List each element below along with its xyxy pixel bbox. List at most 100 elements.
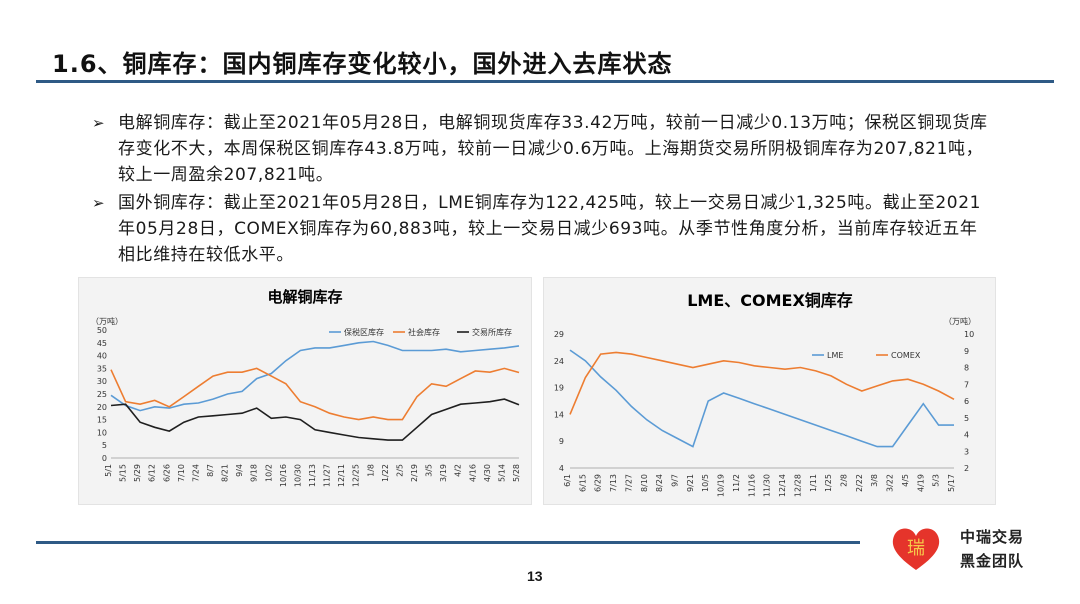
y-right-tick-label: 5 [964,414,969,423]
y-right-tick-label: 8 [964,364,969,373]
bullet-foreign-stock: ➢ 国外铜库存：截止至2021年05月28日，LME铜库存为122,425吨，较… [92,190,992,268]
x-tick-label: 5/14 [497,464,506,482]
y-tick-label: 40 [97,352,107,361]
lme-comex-chart-svg: LME、COMEX铜库存 （万吨） 4 9 14 19 24 29 2 3 4 5 6 7 8 9 10 6/1 6… [554,291,976,497]
y-tick-label: 25 [97,390,107,399]
y-right-tick-label: 6 [964,397,969,406]
x-tick-label: 9/21 [686,474,695,492]
x-tick-label: 6/15 [578,474,587,492]
x-tick-label: 6/29 [594,474,603,492]
y-left-tick-label: 24 [554,357,564,366]
x-tick-label: 2/19 [410,464,419,482]
x-tick-label: 12/11 [337,464,346,487]
series-line-1 [110,340,520,412]
footer-divider [36,541,860,544]
x-tick-label: 12/28 [793,474,802,497]
unit-label: （万吨） [91,316,123,326]
x-tick-label: 9/7 [671,474,680,487]
y-tick-label: 10 [97,428,107,437]
bullet-domestic-stock: ➢ 电解铜库存：截止至2021年05月28日，电解铜现货库存33.42万吨，较前… [92,110,992,188]
y-tick-label: 20 [97,403,107,412]
legend-label: 社会库存 [408,327,440,337]
x-tick-label: 10/16 [279,464,288,487]
chart-lme-comex: LME、COMEX铜库存 （万吨） 4 9 14 19 24 29 2 3 4 5 6 7 8 9 10 6/1 6… [543,277,996,505]
x-tick-label: 3/8 [870,474,879,487]
x-tick-label: 1/22 [381,464,390,482]
x-tick-label: 5/17 [947,474,956,492]
y-right-tick-label: 3 [964,447,969,456]
x-tick-label: 1/11 [809,474,818,492]
x-tick-label: 4/16 [468,464,477,482]
series-line-3 [110,398,520,441]
x-tick-label: 4/19 [916,474,925,492]
x-tick-label: 4/30 [483,464,492,482]
x-tick-label: 2/5 [395,464,404,477]
y-left-tick-label: 29 [554,330,564,339]
x-tick-label: 9/18 [250,464,259,482]
bullet-text: 国外铜库存：截止至2021年05月28日，LME铜库存为122,425吨，较上一… [118,193,982,265]
bullet-list: ➢ 电解铜库存：截止至2021年05月28日，电解铜现货库存33.42万吨，较前… [92,110,992,268]
x-tick-label: 10/19 [717,474,726,497]
series-line-2 [110,367,520,421]
x-tick-label: 10/5 [701,474,710,492]
x-tick-label: 10/30 [293,464,302,487]
y-right-tick-label: 9 [964,347,969,356]
x-tick-label: 4/2 [454,464,463,477]
x-tick-label: 5/3 [932,474,941,487]
y-tick-label: 45 [97,339,107,348]
series-line-lme [569,349,954,448]
x-tick-label: 2/22 [855,474,864,492]
bullet-text: 电解铜库存：截止至2021年05月28日，电解铜现货库存33.42万吨，较前一日… [118,113,988,185]
y-tick-label: 15 [97,416,107,425]
y-left-tick-label: 14 [554,410,564,419]
x-tick-label: 5/29 [133,464,142,482]
heart-logo-icon: 瑞 [892,528,940,570]
x-tick-label: 6/1 [563,474,572,487]
x-tick-label: 7/24 [191,464,200,482]
y-tick-label: 5 [102,441,107,450]
x-tick-label: 1/8 [366,464,375,477]
y-tick-label: 50 [97,326,107,335]
x-tick-label: 8/21 [221,464,230,482]
x-tick-label: 3/19 [439,464,448,482]
x-tick-label: 1/25 [824,474,833,492]
x-tick-label: 11/27 [323,464,332,487]
title-divider [36,80,1054,83]
electrolytic-copper-chart-svg: 电解铜库存 （万吨） 0 5 10 15 20 25 30 35 40 45 50 5/1 5/15 5/29… [91,288,521,487]
series-line-comex [569,351,955,415]
legend-label: COMEX [891,351,921,360]
x-tick-label: 3/5 [425,464,434,477]
unit-label: （万吨） [944,316,976,326]
x-tick-label: 7/13 [609,474,618,492]
y-tick-label: 35 [97,364,107,373]
x-tick-label: 4/5 [901,474,910,487]
logo-glyph: 瑞 [907,538,925,559]
x-tick-label: 2/8 [839,474,848,487]
logo-line-1: 中瑞交易 [960,528,1025,546]
x-tick-label: 11/2 [732,474,741,492]
x-tick-label: 11/13 [308,464,317,487]
y-right-tick-label: 2 [964,464,969,473]
y-right-tick-label: 7 [964,380,969,389]
x-tick-label: 3/22 [886,474,895,492]
x-tick-label: 10/2 [264,464,273,482]
chart-electrolytic-copper: 电解铜库存 （万吨） 0 5 10 15 20 25 30 35 40 45 50 5/1 5/15 5/29… [78,277,532,505]
y-right-tick-label: 4 [964,431,969,440]
x-tick-label: 7/10 [177,464,186,482]
y-right-tick-label: 10 [964,330,974,339]
x-tick-label: 5/15 [119,464,128,482]
x-tick-label: 12/14 [778,474,787,497]
logo-line-2: 黑金团队 [960,552,1025,570]
x-tick-label: 5/28 [512,464,521,482]
x-tick-label: 8/7 [206,464,215,477]
legend-label: LME [827,351,843,360]
y-left-tick-label: 19 [554,384,564,393]
y-left-tick-label: 4 [559,464,564,473]
company-logo: 瑞 中瑞交易 黑金团队 [888,520,1048,580]
x-tick-label: 6/26 [162,464,171,482]
legend-label: 交易所库存 [472,327,512,337]
arrow-bullet-icon: ➢ [92,194,106,212]
x-tick-label: 8/10 [640,474,649,492]
x-tick-label: 6/12 [148,464,157,482]
x-tick-label: 11/16 [747,474,756,497]
